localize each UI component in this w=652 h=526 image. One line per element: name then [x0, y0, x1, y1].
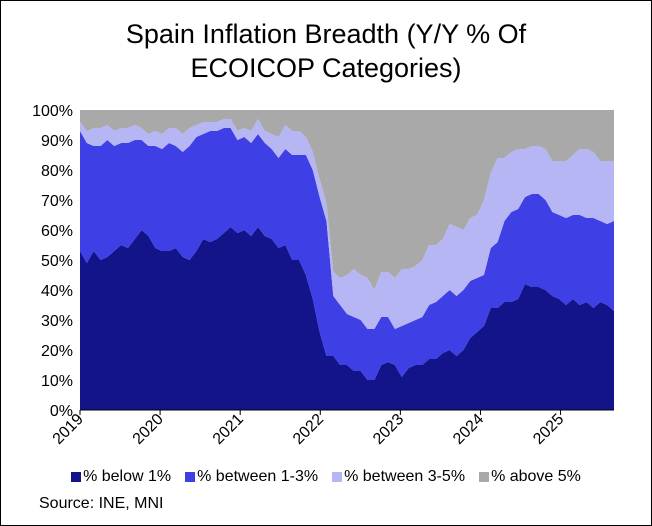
x-tick-label: 2021	[210, 411, 247, 448]
y-tick-label: 40%	[41, 283, 73, 300]
legend-item-1: % below 1%	[71, 468, 171, 486]
y-tick-label: 10%	[41, 373, 73, 390]
y-tick-label: 90%	[41, 133, 73, 150]
area-series-1	[80, 227, 614, 410]
x-tick-label: 2024	[450, 411, 487, 448]
legend-swatch	[332, 472, 343, 482]
source-note: Source: INE, MNI	[39, 495, 164, 512]
legend: % below 1% % between 1-3% % between 3-5% % …	[1, 468, 651, 486]
stacked-area-chart: 0%10%20%30%40%50%60%70%80%90%100%2019 202…	[32, 103, 614, 448]
area-series-3	[80, 119, 614, 329]
legend-label: % between 3-5%	[344, 468, 466, 485]
chart-title-line-2: ECOICOP Categories)	[190, 53, 462, 83]
legend-item-4: % above 5%	[479, 468, 581, 486]
x-tick-label: 2020	[130, 411, 167, 448]
legend-item-2: % between 1-3%	[185, 468, 318, 486]
x-tick-label: 2022	[290, 411, 327, 448]
legend-label: % between 1-3%	[197, 468, 319, 485]
area-series-2	[80, 128, 614, 380]
legend-item-3: % between 3-5%	[332, 468, 465, 486]
y-tick-label: 50%	[41, 253, 73, 270]
legend-label: % below 1%	[83, 468, 172, 485]
x-tick-label: 2023	[370, 411, 407, 448]
legend-swatch	[71, 472, 82, 482]
legend-swatch	[185, 472, 196, 482]
y-tick-label: 60%	[41, 223, 73, 240]
x-tick-label: 2025	[530, 411, 567, 448]
y-tick-label: 20%	[41, 343, 73, 360]
y-tick-label: 100%	[32, 103, 73, 120]
y-tick-label: 70%	[41, 193, 73, 210]
area-series-4	[80, 110, 614, 290]
legend-label: % above 5%	[491, 468, 581, 485]
chart-title-line-1: Spain Inflation Breadth (Y/Y % Of	[125, 19, 527, 49]
y-tick-label: 30%	[41, 313, 73, 330]
y-tick-label: 80%	[41, 163, 73, 180]
y-tick-label: 0%	[50, 403, 73, 420]
legend-swatch	[479, 472, 490, 482]
